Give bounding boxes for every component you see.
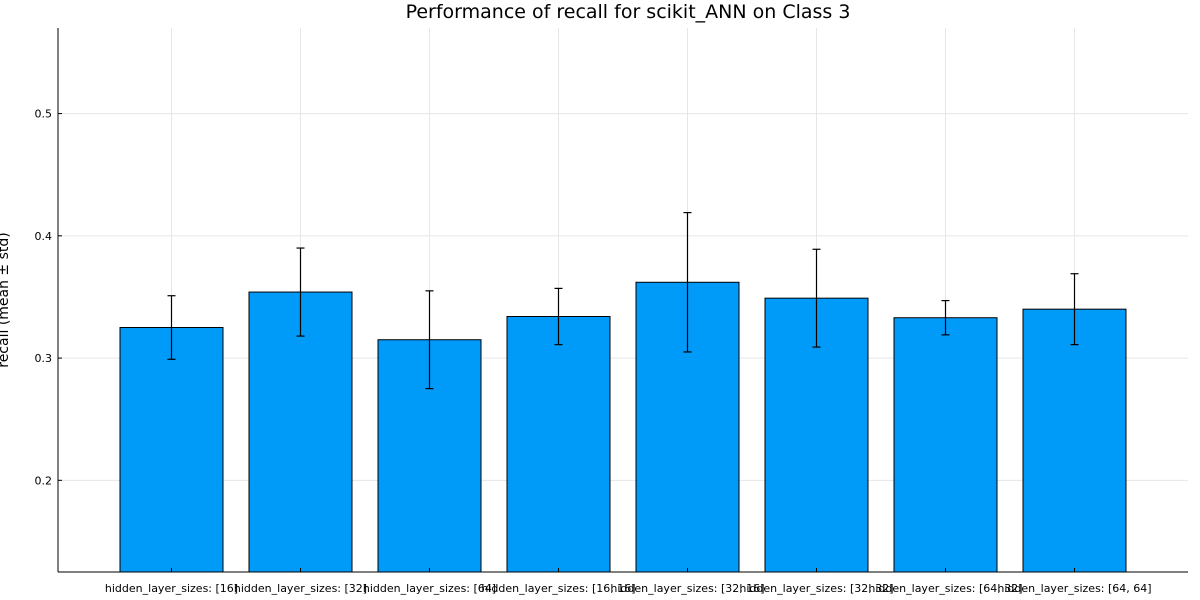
x-tick-label: hidden_layer_sizes: [16, 16] — [481, 582, 635, 595]
x-tick-label: hidden_layer_sizes: [16] — [105, 582, 238, 595]
grid-lines — [58, 28, 1188, 572]
x-tick-label: hidden_layer_sizes: [32] — [234, 582, 367, 595]
error-bar — [683, 211, 692, 353]
y-tick-label: 0.4 — [35, 230, 53, 243]
error-bar — [1070, 273, 1079, 346]
x-tick-label: hidden_layer_sizes: [32, 32] — [739, 582, 893, 595]
error-bar — [167, 295, 176, 360]
bar — [506, 316, 611, 573]
axes — [57, 28, 1188, 573]
error-bar — [425, 290, 434, 390]
bar — [1022, 308, 1127, 573]
error-bars — [167, 211, 1079, 390]
chart-title: Performance of recall for scikit_ANN on … — [406, 1, 851, 23]
x-tick-label: hidden_layer_sizes: [64, 64] — [997, 582, 1151, 595]
y-axis-label: recall (mean ± std) — [0, 232, 12, 368]
bar — [893, 317, 998, 573]
bar — [119, 327, 224, 573]
y-tick-labels: 0.2 0.3 0.4 0.5 — [35, 108, 53, 488]
error-bar — [812, 248, 821, 348]
error-bar — [941, 300, 950, 336]
y-tick-label: 0.5 — [35, 108, 53, 121]
x-tick-label: hidden_layer_sizes: [64, 32] — [868, 582, 1022, 595]
x-tick-label: hidden_layer_sizes: [32, 16] — [610, 582, 764, 595]
y-tick-label: 0.2 — [35, 474, 53, 487]
bars — [119, 281, 1127, 573]
x-tick-labels: hidden_layer_sizes: [16]hidden_layer_siz… — [105, 582, 1152, 595]
error-bar — [554, 287, 563, 346]
y-tick-label: 0.3 — [35, 352, 53, 365]
error-bar — [296, 247, 305, 337]
bar — [248, 291, 353, 573]
x-tick-label: hidden_layer_sizes: [64] — [363, 582, 496, 595]
